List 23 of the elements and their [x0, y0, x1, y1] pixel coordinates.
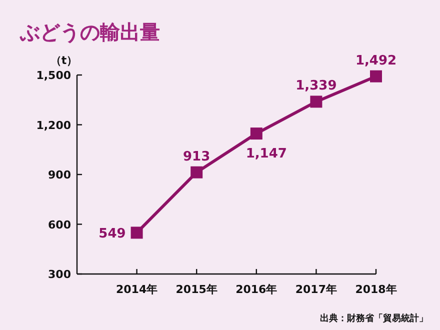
x-tick-label: 2016年	[236, 283, 278, 296]
y-tick-label: 1,200	[36, 118, 72, 132]
data-label: 1,147	[246, 146, 287, 162]
x-tick-label: 2017年	[295, 283, 338, 296]
y-tick-label: 900	[48, 168, 72, 182]
data-label: 549	[98, 226, 126, 242]
x-tick-label: 2015年	[176, 283, 218, 296]
chart-title: ぶどうの輸出量	[19, 20, 160, 44]
source-note: 出典：財務省「貿易統計」	[320, 313, 428, 324]
point	[190, 166, 203, 178]
data-label: 1,492	[355, 53, 397, 68]
data-label: 913	[183, 149, 210, 164]
point	[250, 128, 262, 140]
point	[130, 226, 143, 239]
y-tick-label: 300	[48, 268, 72, 281]
data-label: 1,339	[296, 78, 337, 94]
y-tick-label: 1,500	[36, 69, 72, 82]
y-axis-title: （t）	[50, 54, 78, 67]
x-tick-label: 2014年	[116, 283, 158, 296]
point	[310, 96, 322, 108]
point	[370, 70, 382, 82]
y-tick-label: 600	[48, 218, 72, 232]
x-tick-label: 2018年	[355, 283, 397, 296]
